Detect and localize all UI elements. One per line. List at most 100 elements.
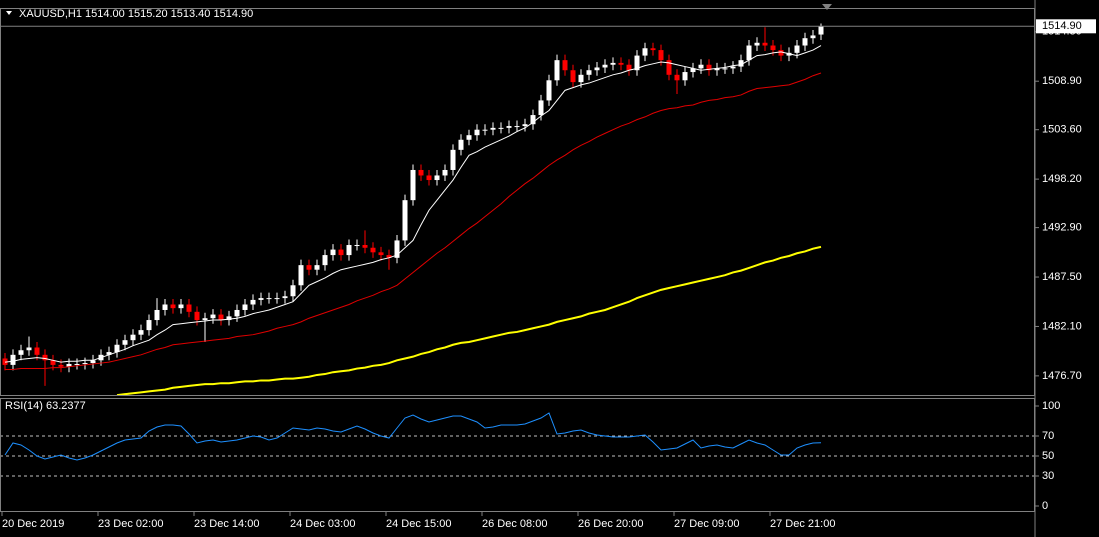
candle-body bbox=[298, 265, 304, 286]
x-tick-label: 20 Dec 2019 bbox=[2, 518, 64, 530]
candle-body bbox=[682, 72, 688, 81]
candle-body bbox=[354, 245, 360, 247]
candle-body bbox=[306, 265, 312, 270]
candle-body bbox=[282, 296, 288, 299]
candle-body bbox=[698, 64, 704, 69]
x-tick-label: 27 Dec 21:00 bbox=[770, 518, 835, 530]
candle-body bbox=[82, 363, 88, 365]
candle-body bbox=[186, 304, 192, 312]
candle-body bbox=[498, 127, 504, 129]
y-tick-label: 1503.60 bbox=[1042, 124, 1082, 136]
x-tick-label: 23 Dec 14:00 bbox=[194, 518, 259, 530]
candle-body bbox=[730, 66, 736, 69]
candle-body bbox=[58, 364, 64, 367]
candle-body bbox=[466, 135, 472, 140]
candle-body bbox=[706, 64, 712, 71]
candle-body bbox=[170, 304, 176, 309]
candle-body bbox=[818, 26, 824, 35]
y-tick-label: 1476.70 bbox=[1042, 370, 1082, 382]
x-tick-label: 23 Dec 02:00 bbox=[98, 518, 163, 530]
candle-body bbox=[18, 350, 24, 355]
candle-body bbox=[26, 347, 32, 351]
candle-body bbox=[178, 304, 184, 309]
candle-body bbox=[690, 68, 696, 73]
candle-body bbox=[770, 45, 776, 51]
candle-body bbox=[562, 60, 568, 71]
x-tick-label: 24 Dec 03:00 bbox=[290, 518, 355, 530]
candle-body bbox=[618, 62, 624, 65]
rsi-plot bbox=[1, 412, 1034, 477]
candle-body bbox=[578, 74, 584, 83]
candle-body bbox=[42, 354, 48, 361]
candle-body bbox=[234, 309, 240, 317]
candle-body bbox=[194, 311, 200, 321]
candle-body bbox=[106, 352, 112, 355]
candle-body bbox=[546, 80, 552, 101]
candle-body bbox=[522, 124, 528, 127]
candle-body bbox=[250, 299, 256, 305]
candle-body bbox=[810, 35, 816, 39]
candle-body bbox=[114, 344, 120, 353]
moving-average-line bbox=[4, 45, 822, 363]
candle-body bbox=[538, 100, 544, 116]
y-tick-label: 70 bbox=[1042, 430, 1054, 442]
candle-body bbox=[762, 42, 768, 46]
candle-body bbox=[778, 50, 784, 56]
rsi-title: RSI(14) 63.2377 bbox=[5, 400, 86, 412]
chart-shift-marker bbox=[822, 4, 832, 10]
candle-body bbox=[90, 360, 96, 364]
candle-body bbox=[674, 74, 680, 81]
candle-body bbox=[74, 363, 80, 365]
candle-body bbox=[274, 298, 280, 300]
candle-body bbox=[594, 67, 600, 71]
y-tick-label: 100 bbox=[1042, 400, 1060, 412]
candle-body bbox=[130, 334, 136, 341]
candle-body bbox=[738, 60, 744, 67]
candle-body bbox=[714, 68, 720, 71]
candle-body bbox=[634, 55, 640, 71]
y-tick-label: 1508.90 bbox=[1042, 75, 1082, 87]
candle-body bbox=[338, 249, 344, 256]
price-plot bbox=[1, 23, 1034, 395]
candle-body bbox=[658, 50, 664, 61]
candle-body bbox=[138, 330, 144, 335]
menu-arrow bbox=[6, 11, 12, 15]
candle-body bbox=[450, 149, 456, 170]
candle-body bbox=[258, 298, 264, 300]
candle-body bbox=[162, 304, 168, 310]
last-price-label: 1514.90 bbox=[1042, 20, 1082, 32]
candle-body bbox=[210, 314, 216, 319]
candle-body bbox=[722, 68, 728, 70]
candle-body bbox=[314, 265, 320, 270]
candle-body bbox=[506, 126, 512, 128]
candle-body bbox=[442, 169, 448, 176]
candle-body bbox=[122, 340, 128, 345]
candle-body bbox=[202, 318, 208, 321]
candle-body bbox=[554, 60, 560, 81]
candle-body bbox=[226, 316, 232, 321]
candle-body bbox=[426, 175, 432, 181]
moving-average-line bbox=[5, 72, 822, 370]
candle-body bbox=[514, 126, 520, 128]
candle-body bbox=[586, 70, 592, 75]
candle-body bbox=[290, 285, 296, 297]
x-tick-label: 24 Dec 15:00 bbox=[386, 518, 451, 530]
candle-body bbox=[346, 245, 352, 256]
annotations: 1476.70 1482.10 1487.50 1492.90 1498.20 1503.… bbox=[1, 8, 1096, 530]
candle-body bbox=[474, 129, 480, 136]
candle-body bbox=[642, 48, 648, 56]
candle-body bbox=[626, 64, 632, 71]
candle-body bbox=[570, 70, 576, 83]
candle-body bbox=[242, 304, 248, 310]
candle-body bbox=[754, 42, 760, 46]
y-tick-label: 1482.10 bbox=[1042, 320, 1082, 332]
candle-body bbox=[66, 363, 72, 367]
last-price-box bbox=[1036, 19, 1096, 34]
candle-body bbox=[482, 129, 488, 131]
candle-body bbox=[10, 354, 16, 365]
x-tick-label: 27 Dec 09:00 bbox=[674, 518, 739, 530]
rsi-line bbox=[4, 412, 822, 461]
